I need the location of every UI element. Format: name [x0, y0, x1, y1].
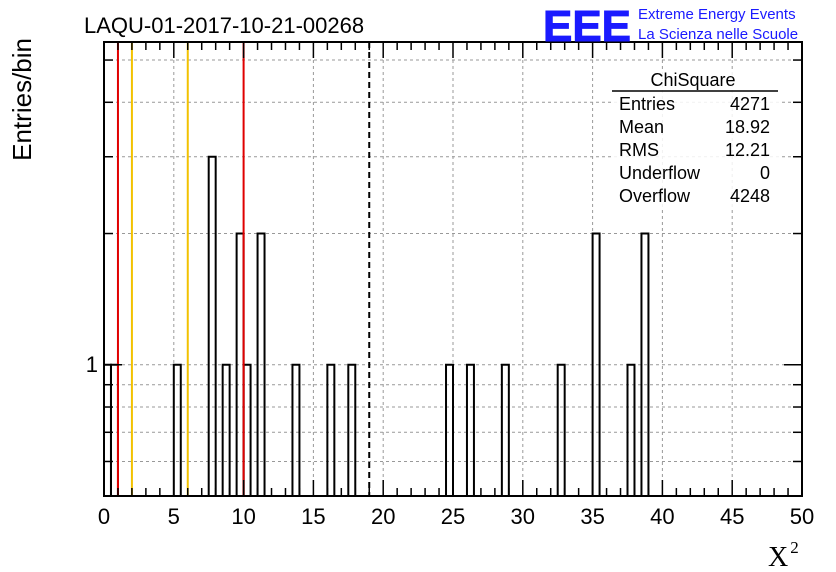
y-axis-label: Entries/bin	[7, 38, 37, 161]
x-axis-label-superscript: 2	[790, 538, 799, 557]
reference-lines	[116, 42, 371, 496]
histogram-bin	[626, 363, 636, 496]
stats-row-label: RMS	[619, 140, 659, 160]
x-tick-label: 5	[168, 504, 180, 529]
stats-title: ChiSquare	[650, 70, 735, 90]
stats-row-value: 0	[760, 163, 770, 183]
y-tick-label: 1	[86, 352, 98, 377]
histogram-bin	[256, 232, 266, 496]
x-tick-label: 35	[580, 504, 604, 529]
x-tick-label: 25	[441, 504, 465, 529]
stats-row-label: Mean	[619, 117, 664, 137]
stats-row-label: Overflow	[619, 186, 691, 206]
stats-box: ChiSquare Entries 4271 Mean 18.92 RMS 12.21 Un…	[612, 70, 782, 210]
histogram-bin	[291, 363, 301, 496]
x-tick-label: 45	[720, 504, 744, 529]
histogram-bin	[500, 363, 510, 496]
x-tick-label: 0	[98, 504, 110, 529]
logo-line2: La Scienza nelle Scuole	[638, 26, 798, 43]
histogram-bin	[172, 363, 182, 496]
histogram-bin	[465, 363, 475, 496]
histogram-bin	[326, 363, 336, 496]
stats-rows: Entries 4271 Mean 18.92 RMS 12.21 Underflow 0 Ov…	[619, 94, 770, 206]
stats-row-value: 12.21	[725, 140, 770, 160]
stats-row-label: Entries	[619, 94, 675, 114]
run-title: LAQU-01-2017-10-21-00268	[84, 13, 364, 38]
histogram-bars	[103, 155, 650, 496]
histogram-bin	[591, 232, 601, 496]
x-tick-label: 30	[511, 504, 535, 529]
histogram-bin	[640, 232, 650, 496]
x-tick-label: 20	[371, 504, 395, 529]
logo-line1: Extreme Energy Events	[638, 6, 796, 23]
histogram-bin	[445, 363, 454, 496]
stats-row-label: Underflow	[619, 163, 701, 183]
x-tick-label: 40	[650, 504, 674, 529]
histogram-bin	[207, 155, 217, 496]
axis-ticks: 10 5 10 15 20 25 30 35 40 45 50	[86, 42, 814, 529]
x-tick-label: 10	[231, 504, 255, 529]
histogram-bin	[556, 363, 566, 496]
histogram-bin	[347, 363, 357, 496]
stats-row-value: 4248	[730, 186, 770, 206]
histogram-bin	[221, 363, 231, 496]
logo-letters: EEE	[543, 2, 631, 51]
x-tick-label: 50	[790, 504, 814, 529]
x-tick-label: 15	[301, 504, 325, 529]
stats-box-bg	[612, 70, 782, 210]
eee-logo: EEE Extreme Energy Events La Scienza nel…	[543, 2, 799, 52]
x-axis-label-base: X	[768, 542, 788, 572]
stats-row-value: 18.92	[725, 117, 770, 137]
stats-row-value: 4271	[730, 94, 770, 114]
